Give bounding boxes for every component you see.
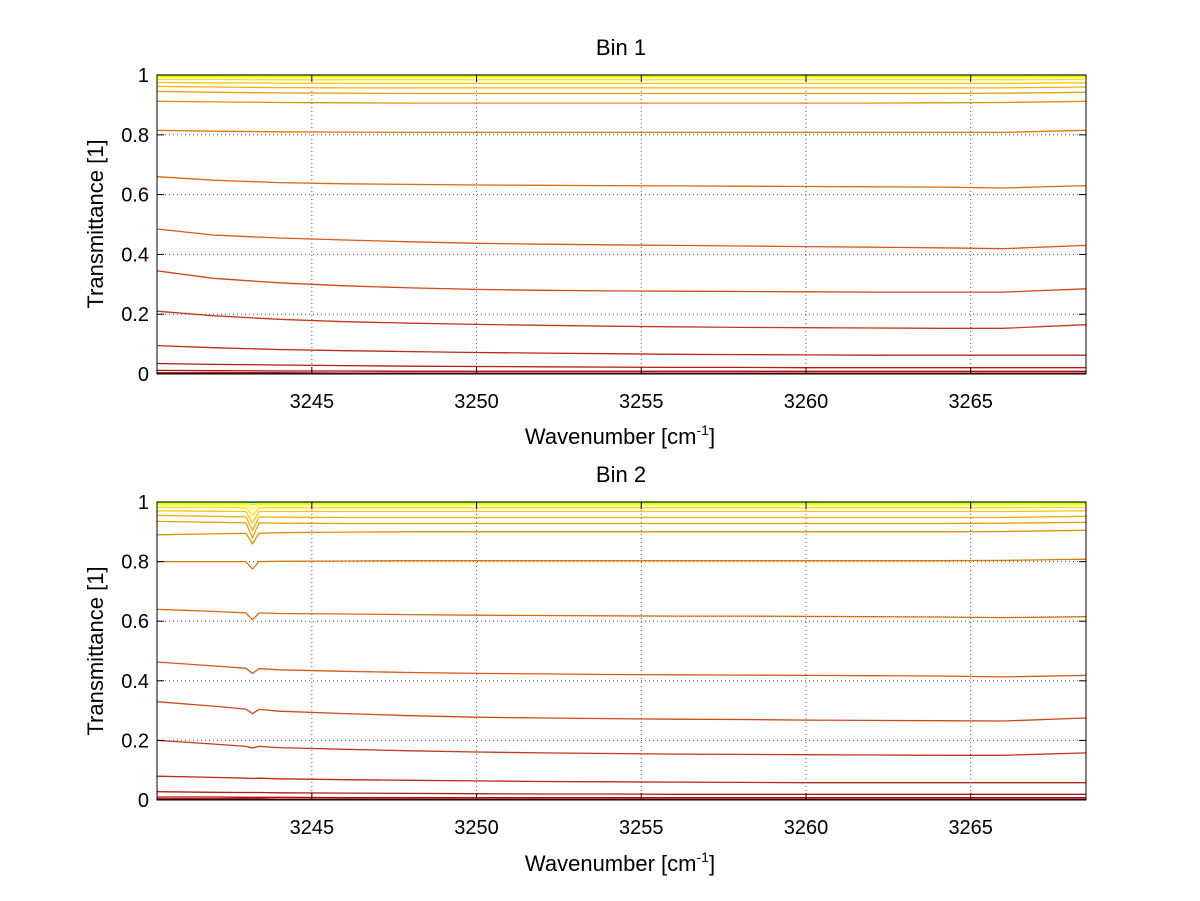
x-tick-label: 3265 <box>948 817 993 839</box>
series-line-9 <box>157 558 1087 570</box>
x-tick-label: 3250 <box>454 817 499 839</box>
grid <box>157 75 1086 374</box>
series-line-5 <box>156 81 1087 85</box>
series-line-12 <box>156 270 1087 293</box>
x-tick-label: 3260 <box>784 817 829 839</box>
x-ticks: 3245 3250 3255 3260 3265 <box>290 502 993 839</box>
series-line-11 <box>156 228 1087 250</box>
series-line-10 <box>156 176 1087 189</box>
x-tick-label: 3265 <box>948 391 993 413</box>
series-line-14 <box>156 344 1086 356</box>
y-ticks: 0 0.2 0.4 0.6 0.8 1 <box>121 492 1086 812</box>
x-tick-label: 3245 <box>290 391 335 413</box>
x-tick-label: 3245 <box>290 817 335 839</box>
grid <box>157 502 1086 800</box>
y-axis-label: Transmittance [1] <box>83 139 108 308</box>
x-tick-label: 3255 <box>619 391 664 413</box>
y-tick-label: 1 <box>138 492 149 514</box>
axes-box <box>156 74 1087 375</box>
series-line-5 <box>156 510 1087 525</box>
y-tick-label: 1 <box>138 65 149 87</box>
x-axis-label: Wavenumber [cm-1] <box>525 849 715 876</box>
x-tick-label: 3255 <box>619 817 664 839</box>
series-line-6 <box>156 85 1087 89</box>
series-line-12 <box>156 701 1087 722</box>
x-axis-label: Wavenumber [cm-1] <box>525 422 715 449</box>
y-axis-label: Transmittance [1] <box>83 566 108 735</box>
series-line-2 <box>157 502 1086 506</box>
series-line-4 <box>157 506 1087 517</box>
y-tick-label: 0.4 <box>121 671 149 693</box>
plot-area <box>156 501 1087 801</box>
x-tick-label: 3250 <box>454 391 499 413</box>
series-line-8 <box>156 100 1087 104</box>
series-line-13 <box>156 739 1087 756</box>
y-tick-label: 0.8 <box>121 125 149 147</box>
series-line-3 <box>157 504 1086 511</box>
x-tick-label: 3260 <box>784 391 829 413</box>
series-line-13 <box>156 310 1087 329</box>
series-line-11 <box>156 661 1087 678</box>
axes-box <box>156 501 1087 801</box>
subplot-bin-2: Bin 2 3245 3250 3255 3260 3265 0 0.2 0.4 0.6 0.8… <box>83 462 1087 876</box>
series-line-8 <box>156 529 1087 545</box>
y-ticks: 0 0.2 0.4 0.6 0.8 1 <box>121 65 1086 386</box>
series-line-6 <box>156 514 1087 532</box>
chart-title: Bin 1 <box>596 35 646 60</box>
chart-title: Bin 2 <box>596 462 646 487</box>
series-line-14 <box>156 775 1086 784</box>
y-tick-label: 0.2 <box>121 730 149 752</box>
subplot-bin-1: Bin 1 3245 3250 3255 3260 3265 0 0.2 0.4 0.6 0.8… <box>83 35 1087 449</box>
plot-area <box>156 74 1087 375</box>
x-ticks: 3245 3250 3255 3260 3265 <box>290 75 993 413</box>
series-line-7 <box>156 90 1087 95</box>
y-tick-label: 0 <box>138 790 149 812</box>
series-line-10 <box>156 608 1087 621</box>
y-tick-label: 0 <box>138 364 149 386</box>
y-tick-label: 0.6 <box>121 185 149 207</box>
y-tick-label: 0.8 <box>121 552 149 574</box>
series-line-7 <box>156 520 1087 540</box>
series-line-16 <box>157 796 1086 799</box>
y-tick-label: 0.4 <box>121 244 149 266</box>
series-line-15 <box>156 362 1086 369</box>
series-line-9 <box>156 129 1087 134</box>
y-tick-label: 0.6 <box>121 611 149 633</box>
series-line-15 <box>156 791 1086 795</box>
series-line-16 <box>156 369 1086 372</box>
y-tick-label: 0.2 <box>121 304 149 326</box>
